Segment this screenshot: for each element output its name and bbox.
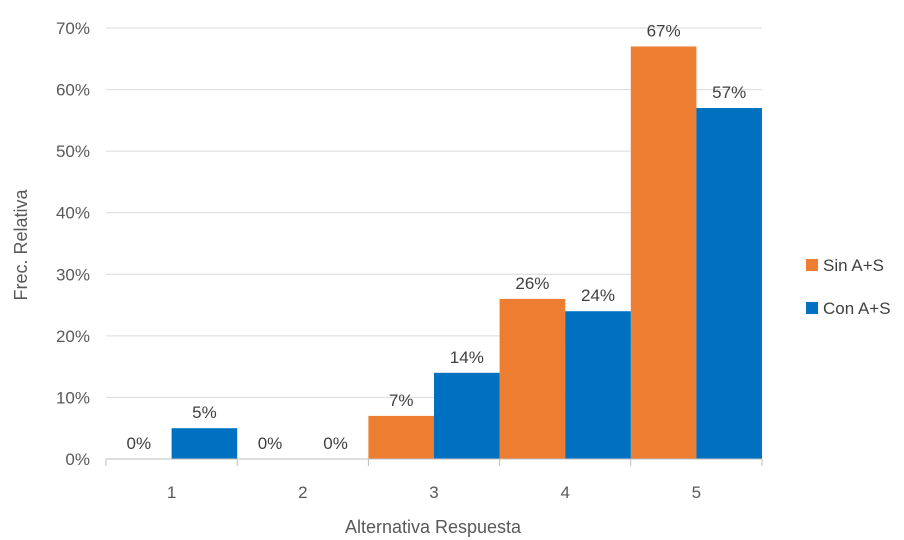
bar-sin-a-s-5 [630,46,697,459]
y-tick-label: 40% [56,204,90,223]
bar-con-a-s-3 [434,372,500,459]
y-tick-label: 30% [56,265,90,284]
bar-sin-a-s-3 [368,415,434,459]
data-labels: 0% 0% 7% 26% 67% 5% 0% 14% 24% 57% [127,21,747,453]
x-tick-label: 1 [167,483,176,502]
data-label: 0% [323,434,348,453]
legend-swatch [806,302,818,314]
y-tick-labels: 0% 10% 20% 30% 40% 50% 60% 70% [56,19,90,469]
legend-label: Sin A+S [823,256,884,275]
y-tick-label: 70% [56,19,90,38]
legend-swatch [806,259,818,271]
legend: Sin A+S Con A+S [806,256,891,318]
y-tick-label: 50% [56,142,90,161]
bar-sin-a-s-4 [499,298,566,459]
y-axis-title: Frec. Relativa [11,189,31,301]
x-tick-label: 4 [560,483,569,502]
y-tick-label: 20% [56,327,90,346]
x-axis-title: Alternativa Respuesta [345,517,522,537]
x-tick-label: 5 [692,483,701,502]
y-tick-label: 60% [56,81,90,100]
x-tick-marks [105,459,763,466]
data-label: 67% [647,21,681,40]
y-tick-label: 10% [56,388,90,407]
bars [171,46,762,460]
bar-con-a-s-4 [565,311,631,459]
data-label: 0% [127,434,152,453]
x-tick-labels: 1 2 3 4 5 [167,483,701,502]
data-label: 24% [581,286,615,305]
data-label: 7% [389,391,414,410]
data-label: 0% [258,434,283,453]
legend-label: Con A+S [823,299,891,318]
bar-con-a-s-5 [696,108,762,460]
data-label: 57% [712,83,746,102]
x-tick-label: 3 [429,483,438,502]
bar-con-a-s-1 [171,428,238,459]
data-label: 26% [515,274,549,293]
y-tick-label: 0% [65,450,90,469]
gridlines [106,27,762,398]
data-label: 5% [192,403,217,422]
data-label: 14% [450,348,484,367]
x-tick-label: 2 [298,483,307,502]
